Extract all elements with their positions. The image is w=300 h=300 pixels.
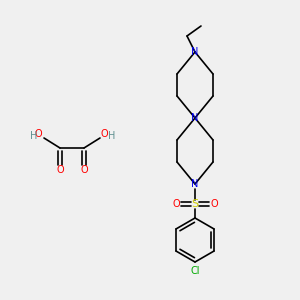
Text: Cl: Cl — [190, 266, 200, 276]
Text: O: O — [80, 165, 88, 175]
Text: O: O — [172, 199, 180, 209]
Text: O: O — [34, 129, 42, 139]
Text: S: S — [191, 199, 199, 209]
Text: O: O — [56, 165, 64, 175]
Text: N: N — [191, 113, 199, 123]
Text: H: H — [30, 131, 38, 141]
Text: N: N — [191, 179, 199, 189]
Text: O: O — [210, 199, 218, 209]
Text: O: O — [100, 129, 108, 139]
Text: N: N — [191, 47, 199, 57]
Text: H: H — [108, 131, 116, 141]
